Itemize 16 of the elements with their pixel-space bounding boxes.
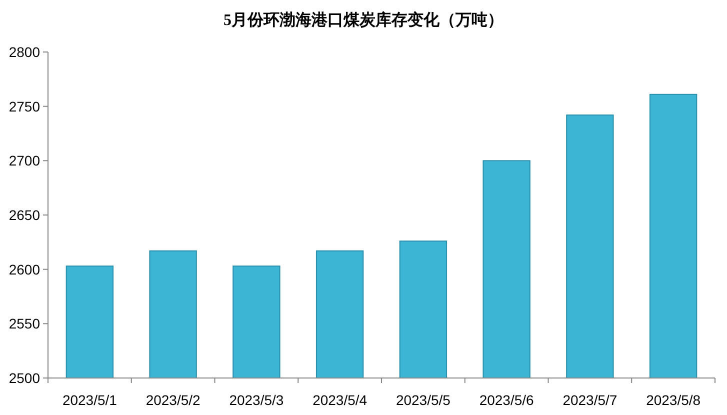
x-tick-label: 2023/5/3	[229, 392, 284, 408]
y-tick-label: 2500	[8, 370, 40, 386]
y-tick-label: 2700	[8, 152, 40, 169]
x-tick-label: 2023/5/6	[479, 392, 534, 408]
y-tick-label: 2750	[8, 98, 40, 114]
x-tick-label: 2023/5/2	[146, 392, 201, 408]
x-tick-label: 2023/5/5	[396, 392, 451, 408]
x-tick-label: 2023/5/8	[646, 392, 701, 408]
x-tick-label: 2023/5/4	[312, 392, 368, 408]
chart-title: 5月份环渤海港口煤炭库存变化（万吨）	[224, 11, 504, 29]
y-tick-label: 2800	[8, 44, 40, 60]
x-tick-label: 2023/5/1	[62, 392, 118, 408]
x-tick-label: 2023/5/7	[562, 392, 618, 408]
y-tick-label: 2650	[8, 207, 40, 223]
y-tick-label: 2600	[8, 261, 40, 278]
y-tick-label: 2550	[8, 316, 40, 332]
